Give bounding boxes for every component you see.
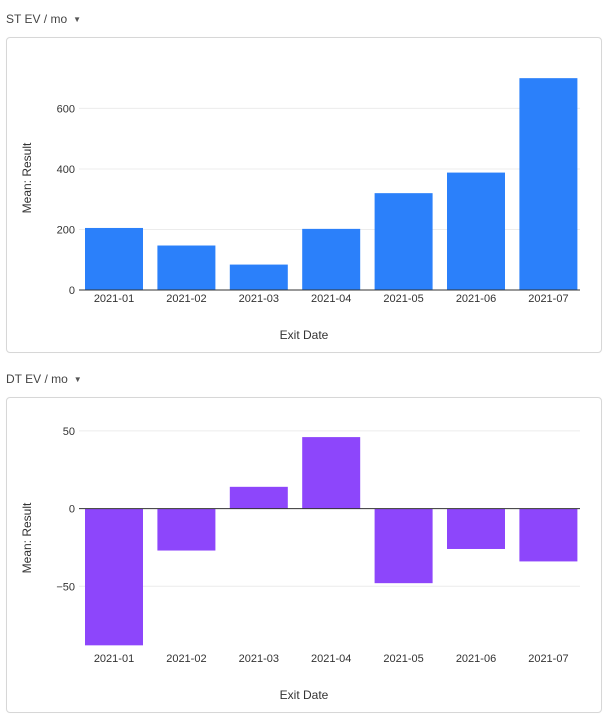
x-tick-label: 2021-06 — [456, 653, 496, 665]
y-tick-label: 400 — [57, 164, 75, 176]
bar — [302, 228, 361, 290]
caret-down-icon[interactable]: ▼ — [73, 374, 82, 384]
panel-title-label: ST EV / mo — [6, 12, 68, 26]
x-tick-label: 2021-04 — [311, 653, 351, 665]
caret-down-icon[interactable]: ▼ — [73, 14, 82, 24]
panel-title-label: DT EV / mo — [6, 372, 68, 386]
y-tick-label: 200 — [57, 224, 75, 236]
x-axis-label: Exit Date — [280, 688, 329, 702]
bar — [157, 508, 216, 551]
x-tick-label: 2021-02 — [166, 293, 206, 305]
bar — [229, 264, 288, 290]
x-tick-label: 2021-01 — [94, 293, 134, 305]
x-tick-label: 2021-07 — [528, 653, 568, 665]
y-tick-label: −50 — [56, 581, 75, 593]
bar — [302, 437, 361, 509]
y-axis-label: Mean: Result — [20, 142, 34, 213]
x-axis-label: Exit Date — [280, 328, 329, 342]
bar — [229, 486, 288, 509]
bar — [447, 172, 505, 290]
bar-chart-st: 0 200 400 600 2021-01 2021-02 2021-03 2021-04 20… — [20, 78, 580, 342]
bar — [374, 193, 433, 290]
x-tick-label: 2021-01 — [94, 653, 134, 665]
y-tick-label: 0 — [69, 504, 75, 516]
x-tick-label: 2021-03 — [239, 653, 279, 665]
chart-card-st: 0 200 400 600 2021-01 2021-02 2021-03 2021-04 20… — [6, 37, 602, 353]
bar — [85, 227, 143, 290]
x-tick-label: 2021-03 — [239, 293, 279, 305]
x-tick-label: 2021-04 — [311, 293, 351, 305]
panel-title-st[interactable]: ST EV / mo ▼ — [6, 12, 81, 26]
y-tick-label: 0 — [69, 285, 75, 297]
x-tick-label: 2021-06 — [456, 293, 496, 305]
y-axis-label: Mean: Result — [20, 502, 34, 573]
bar-chart-dt: −50 0 50 2021-01 2021-02 2021-03 2021-04 2021-0… — [20, 426, 580, 702]
bar — [519, 78, 578, 290]
x-tick-label: 2021-02 — [166, 653, 206, 665]
x-tick-label: 2021-07 — [528, 293, 568, 305]
panel-title-dt[interactable]: DT EV / mo ▼ — [6, 372, 82, 386]
bar — [85, 508, 143, 646]
y-tick-label: 600 — [57, 103, 75, 115]
chart-card-dt: −50 0 50 2021-01 2021-02 2021-03 2021-04 2021-0… — [6, 397, 602, 713]
bar — [519, 508, 578, 562]
x-tick-label: 2021-05 — [383, 293, 423, 305]
bar — [447, 508, 505, 549]
bar — [374, 508, 433, 584]
x-tick-label: 2021-05 — [383, 653, 423, 665]
y-tick-label: 50 — [63, 426, 75, 438]
bar — [157, 245, 216, 290]
